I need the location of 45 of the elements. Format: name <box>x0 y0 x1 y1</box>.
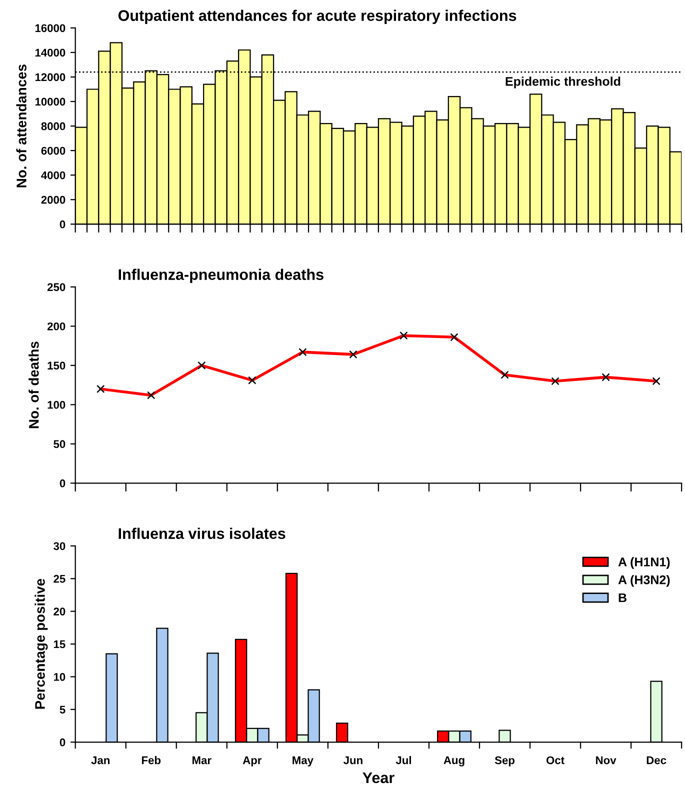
chart-title: Outpatient attendances for acute respiratory infections <box>118 10 516 24</box>
legend-label: A (H1N1) <box>618 557 670 569</box>
y-axis-title: No. of deaths <box>28 342 39 428</box>
x-tick-label: Aug <box>444 756 464 766</box>
y-tick-label: 20 <box>54 608 66 616</box>
y-tick-label: 5 <box>60 706 66 714</box>
chart-title: Influenza-pneumonia deaths <box>118 268 324 284</box>
x-tick-label: Sep <box>494 756 514 766</box>
y-tick-label: 100 <box>48 400 66 409</box>
ref-line-label: Epidemic threshold <box>506 76 620 88</box>
chart-title: Influenza virus isolates <box>118 528 286 539</box>
y-tick-label: 10000 <box>35 98 66 106</box>
x-tick-label: Feb <box>142 756 161 764</box>
x-tick-label: Jan <box>91 756 110 764</box>
y-tick-label: 15 <box>54 640 66 648</box>
y-tick-label: 25 <box>54 574 66 583</box>
y-tick-label: 0 <box>60 738 66 746</box>
y-tick-label: 2000 <box>41 196 66 204</box>
x-tick-label: Nov <box>596 756 616 764</box>
x-tick-label: Oct <box>546 756 564 764</box>
y-tick-label: 150 <box>48 362 66 370</box>
x-tick-label: Jun <box>343 756 362 764</box>
y-tick-label: 12000 <box>35 73 66 82</box>
y-tick-label: 200 <box>47 322 66 330</box>
x-tick-label: Dec <box>646 756 666 764</box>
y-tick-label: 4000 <box>41 171 66 180</box>
y-axis-title: No. of attendances <box>16 64 26 188</box>
x-tick-label: Apr <box>242 756 262 766</box>
y-axis-title: Percentage positive <box>34 578 48 709</box>
y-tick-label: 10 <box>54 673 66 681</box>
y-tick-label: 16000 <box>35 24 66 32</box>
x-axis-title: Year <box>362 772 394 784</box>
x-tick-label: May <box>292 756 314 766</box>
x-tick-label: Mar <box>192 756 212 764</box>
y-tick-label: 250 <box>47 283 66 292</box>
y-tick-label: 8000 <box>41 122 66 130</box>
x-tick-label: Jul <box>396 756 411 764</box>
y-tick-label: 0 <box>60 220 66 228</box>
y-tick-label: 0 <box>60 479 66 488</box>
y-tick-label: 50 <box>54 440 66 448</box>
y-tick-label: 6000 <box>41 146 66 155</box>
legend-label: A (H3N2) <box>618 575 670 587</box>
y-tick-label: 14000 <box>35 48 66 57</box>
legend-label: B <box>618 593 626 602</box>
y-tick-label: 30 <box>54 542 66 550</box>
